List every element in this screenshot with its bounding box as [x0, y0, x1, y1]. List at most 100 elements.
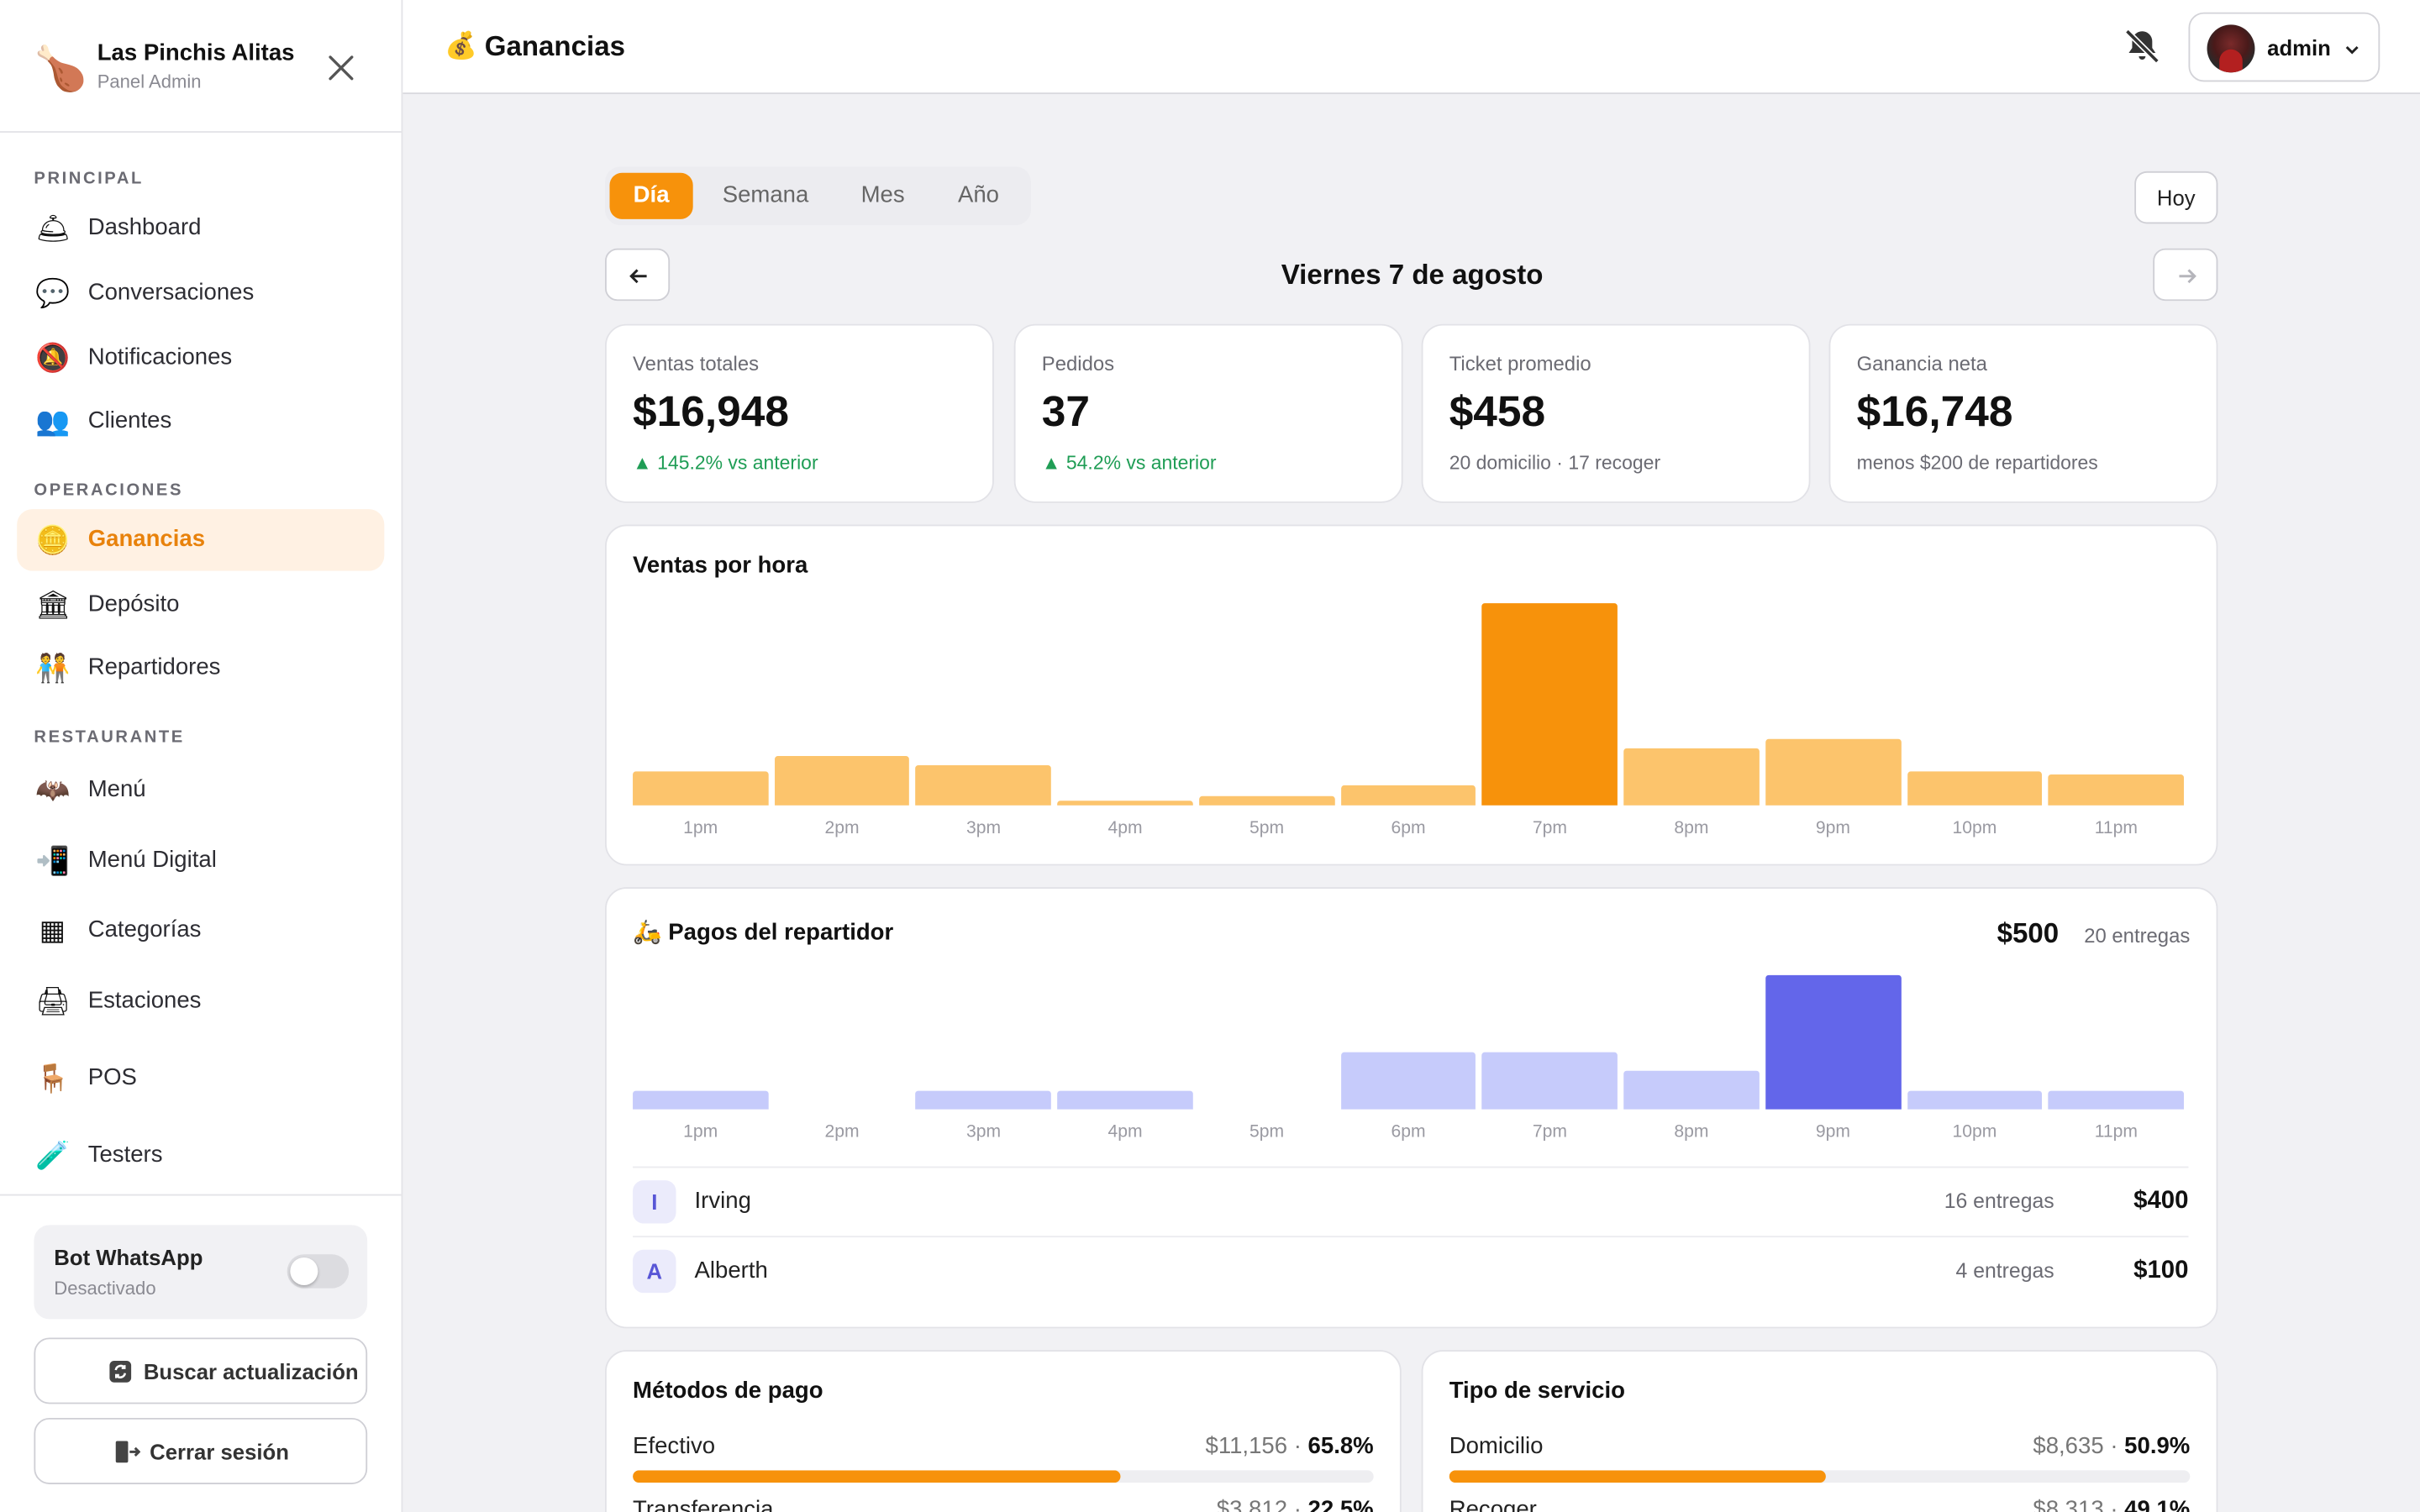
user-menu-button[interactable]: admin: [2188, 12, 2381, 82]
check-update-button[interactable]: Buscar actualización: [34, 1337, 368, 1404]
chevron-down-icon: [2345, 45, 2359, 55]
x-tick-label: 6pm: [1391, 819, 1426, 838]
tab-ano[interactable]: Año: [957, 181, 999, 208]
breakdown-value: $3,812 · 22.5%: [1217, 1497, 1374, 1512]
sidebar-item-dep-sito[interactable]: 🏛 Depósito: [17, 574, 384, 635]
driver-name: Alberth: [694, 1257, 768, 1284]
driver-payments-card: 🛵 Pagos del repartidor $500 20 entregas …: [605, 887, 2218, 1329]
driver-row: I Irving 16 entregas $400: [633, 1166, 2189, 1235]
sidebar-item-men-[interactable]: 🦇 Menú: [17, 759, 384, 821]
sales-by-hour-chart: 1pm 2pm 3pm 4pm 5pm 6pm 7pm 8pm 9pm 10pm 11pm: [633, 603, 2190, 837]
notifications-off-icon[interactable]: [2123, 26, 2163, 66]
stat-value: $458: [1449, 387, 1546, 435]
sidebar-item-conversaciones[interactable]: 💬 Conversaciones: [17, 262, 384, 323]
service-type-card: Tipo de servicio Domicilio $8,635 · 50.9%…: [1421, 1350, 2218, 1512]
x-tick-label: 8pm: [1674, 1123, 1709, 1142]
coins-icon: 🪙: [35, 524, 71, 556]
sidebar-item-repartidores[interactable]: 🧑‍🤝‍🧑 Repartidores: [17, 638, 384, 699]
stat-subtext: menos $200 de repartidores: [1856, 452, 2098, 474]
tab-dia[interactable]: Día: [609, 172, 693, 219]
sidebar-item-pos[interactable]: 🪑 POS: [17, 1047, 384, 1109]
bank-icon: 🏛: [35, 589, 71, 621]
sales-chart-title: Ventas por hora: [633, 552, 808, 579]
payment-methods-title: Métodos de pago: [633, 1378, 823, 1404]
logout-button[interactable]: Cerrar sesión: [34, 1417, 368, 1484]
breakdown-row: Transferencia $3,812 · 22.5%: [633, 1497, 1374, 1512]
breakdown-label: Transferencia: [633, 1496, 774, 1512]
page-title: Ganancias: [484, 30, 625, 62]
logout-icon: [115, 1441, 141, 1463]
sidebar-item-men-digital[interactable]: 📲 Menú Digital: [17, 830, 384, 891]
driver-payments-chart: 1pm 2pm 3pm 4pm 5pm 6pm 7pm 8pm 9pm 10pm 11pm: [633, 974, 2190, 1167]
breakdown-value: $11,156 · 65.8%: [1205, 1433, 1374, 1460]
driver-payments-count: 20 entregas: [2084, 924, 2191, 948]
driver-row: A Alberth 4 entregas $100: [633, 1236, 2189, 1304]
refresh-icon: [109, 1361, 132, 1383]
driver-initial: A: [633, 1249, 676, 1294]
chair-icon: 🪑: [35, 1063, 71, 1095]
dashboard-icon: 🛎: [35, 213, 71, 244]
sidebar-item-label: Repartidores: [87, 654, 221, 681]
toggle-knob: [290, 1257, 318, 1286]
stat-card: Ventas totales $16,948 ▲ 145.2% vs anterio…: [605, 323, 994, 503]
x-tick-label: 2pm: [824, 819, 860, 838]
period-tabs: Día Semana Mes Año: [605, 166, 1031, 226]
section-operaciones: OPERACIONES: [34, 481, 184, 501]
sidebar-item-label: Dashboard: [87, 214, 202, 241]
money-bag-icon: 💰: [444, 30, 477, 60]
x-tick-label: 8pm: [1674, 819, 1709, 838]
today-button[interactable]: Hoy: [2134, 171, 2218, 224]
progress-track: [633, 1470, 1374, 1483]
x-tick-label: 6pm: [1391, 1123, 1426, 1142]
x-tick-label: 1pm: [683, 819, 718, 838]
wings-icon: 🦇: [35, 774, 71, 806]
sidebar-item-label: Categorías: [87, 916, 202, 943]
logout-label: Cerrar sesión: [150, 1439, 289, 1465]
sidebar-item-label: Notificaciones: [87, 344, 233, 370]
chart-bar: [1623, 1070, 1760, 1110]
breakdown-percent: 50.9%: [2124, 1433, 2191, 1460]
driver-payments-title: Pagos del repartidor: [668, 919, 894, 946]
sidebar-item-clientes[interactable]: 👥 Clientes: [17, 391, 384, 452]
sidebar-item-ganancias[interactable]: 🪙 Ganancias: [17, 509, 385, 571]
progress-track: [1449, 1470, 2191, 1483]
sidebar-item-dashboard[interactable]: 🛎 Dashboard: [17, 197, 384, 259]
breakdown-percent: 65.8%: [1307, 1433, 1374, 1460]
breakdown-amount: $11,156: [1205, 1433, 1288, 1460]
chart-bar: [1057, 1090, 1193, 1110]
x-tick-label: 7pm: [1532, 819, 1568, 838]
sidebar-item-notificaciones[interactable]: 🔕 Notificaciones: [17, 327, 384, 388]
x-tick-label: 1pm: [683, 1123, 718, 1142]
x-tick-label: 2pm: [824, 1123, 860, 1142]
previous-day-button[interactable]: [605, 248, 671, 302]
sidebar-item-label: Conversaciones: [87, 279, 255, 306]
sidebar-item-testers[interactable]: 🧪 Testers: [17, 1125, 384, 1186]
chart-bar: [1340, 785, 1476, 806]
sidebar-item-categor-as[interactable]: ▦ Categorías: [17, 900, 384, 961]
next-day-button[interactable]: [2153, 248, 2218, 302]
brand-name: Las Pinchis Alitas: [97, 39, 295, 66]
chart-bar: [916, 765, 1052, 806]
section-restaurante: RESTAURANTE: [34, 727, 185, 747]
stat-label: Pedidos: [1041, 351, 1115, 375]
breakdown-label: Recoger: [1449, 1496, 1537, 1512]
top-bar: 💰 Ganancias admin: [402, 0, 2420, 95]
chart-bar: [1481, 603, 1618, 806]
stat-value: $16,948: [633, 387, 789, 435]
driver-amount: $400: [2133, 1188, 2189, 1215]
breakdown-label: Efectivo: [633, 1433, 716, 1460]
driver-initial: I: [633, 1180, 676, 1224]
tab-semana[interactable]: Semana: [722, 181, 809, 208]
progress-fill: [1449, 1470, 1827, 1483]
close-icon[interactable]: [326, 52, 357, 83]
breakdown-row: Efectivo $11,156 · 65.8%: [633, 1433, 1374, 1494]
x-tick-label: 3pm: [966, 1123, 1002, 1142]
bot-toggle[interactable]: [287, 1254, 350, 1289]
stat-card: Ticket promedio $458 20 domicilio · 17 rec…: [1421, 323, 1811, 503]
tab-mes[interactable]: Mes: [860, 181, 905, 208]
test-tube-icon: 🧪: [35, 1140, 71, 1172]
sidebar-item-label: Menú Digital: [87, 847, 217, 874]
stat-subtext: ▲ 145.2% vs anterior: [633, 452, 818, 474]
bot-title: Bot WhatsApp: [54, 1245, 203, 1270]
sidebar-item-estaciones[interactable]: 🖨 Estaciones: [17, 970, 384, 1032]
